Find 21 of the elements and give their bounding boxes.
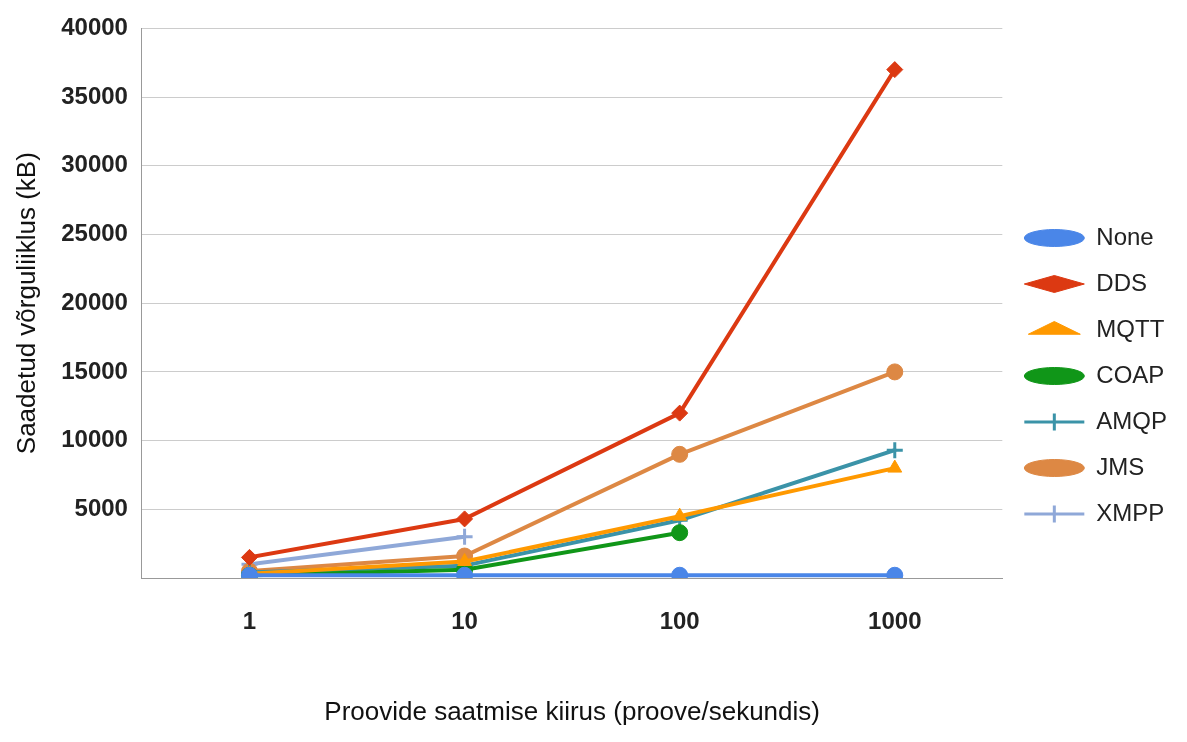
legend-label: AMQP: [1096, 406, 1168, 434]
y-tick-label: 5000: [74, 493, 128, 521]
y-tick-label: 15000: [61, 356, 128, 384]
legend-label: JMS: [1096, 452, 1145, 480]
legend-label: MQTT: [1096, 314, 1165, 342]
legend-label: COAP: [1096, 360, 1165, 388]
y-tick-label: 40000: [61, 13, 128, 41]
x-tick-label: 1: [242, 607, 257, 635]
y-tick-label: 35000: [61, 81, 128, 109]
y-tick-label: 10000: [61, 425, 128, 453]
x-tick-label: 10: [451, 607, 478, 635]
x-tick-label: 100: [659, 607, 700, 635]
y-tick-label: 20000: [61, 287, 128, 315]
legend-label: DDS: [1096, 268, 1147, 296]
legend-label: XMPP: [1096, 498, 1165, 526]
x-axis-title: Proovide saatmise kiirus (proove/sekundis): [324, 695, 820, 726]
y-tick-label: 30000: [61, 150, 128, 178]
legend-label: None: [1096, 222, 1154, 250]
x-tick-label: 1000: [868, 607, 922, 635]
y-axis-title: Saadetud võrguliiklus (kB): [10, 152, 41, 455]
y-tick-label: 25000: [61, 219, 128, 247]
